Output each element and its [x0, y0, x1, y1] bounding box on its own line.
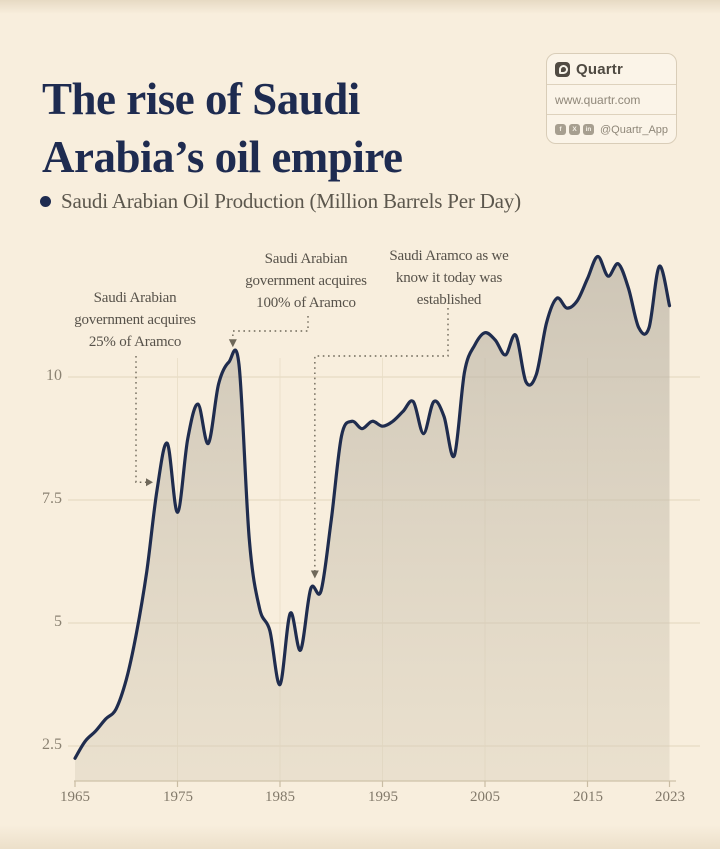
legend-bullet-icon [40, 196, 51, 207]
connector-100-percent-arrow [228, 339, 237, 348]
y-tick-label: 2.5 [42, 736, 62, 753]
annotation-100-percent-aramco: Saudi Arabian government acquires 100% o… [245, 251, 367, 311]
brand-website: www.quartr.com [555, 92, 641, 107]
x-tick-label: 1995 [368, 789, 398, 805]
y-tick-label: 7.5 [42, 490, 62, 507]
annotation-aramco-established: Saudi Aramco as we know it today was est… [389, 248, 509, 308]
production-line [73, 254, 672, 760]
x-tick-label: 2005 [470, 789, 500, 805]
chart-legend: Saudi Arabian Oil Production (Million Ba… [40, 189, 521, 214]
page-title: The rise of Saudi Arabia’s oil empire [42, 74, 403, 183]
brand-social-row: f X in @Quartr_App [547, 114, 676, 144]
connector-25-percent [135, 356, 146, 483]
connector-established-arrow [310, 570, 319, 579]
x-tick-label: 1965 [60, 789, 90, 805]
connector-25-percent-arrow [146, 478, 153, 487]
brand-logo-row: Quartr [547, 54, 676, 84]
brand-website-row: www.quartr.com [547, 84, 676, 114]
x-tick-label: 1975 [163, 789, 193, 805]
production-area-fill [75, 256, 670, 781]
x-tick-label: 2023 [655, 789, 685, 805]
x-tick-label: 2015 [573, 789, 603, 805]
brand-social-handle: @Quartr_App [600, 123, 669, 136]
x-tick-label: 1985 [265, 789, 295, 805]
brand-card: Quartr www.quartr.com f X in @Quartr_App [546, 53, 677, 144]
brand-name: Quartr [576, 60, 624, 78]
annotation-25-percent-aramco: Saudi Arabian government acquires 25% of… [74, 290, 196, 350]
facebook-icon: f [555, 124, 566, 135]
legend-label: Saudi Arabian Oil Production (Million Ba… [61, 189, 521, 213]
quartr-logo-icon [555, 61, 570, 77]
y-tick-label: 5 [54, 613, 62, 630]
x-icon: X [569, 124, 580, 135]
connector-established [314, 308, 449, 571]
y-tick-label: 10 [46, 367, 62, 384]
connector-100-percent [232, 316, 309, 340]
linkedin-icon: in [583, 124, 594, 135]
